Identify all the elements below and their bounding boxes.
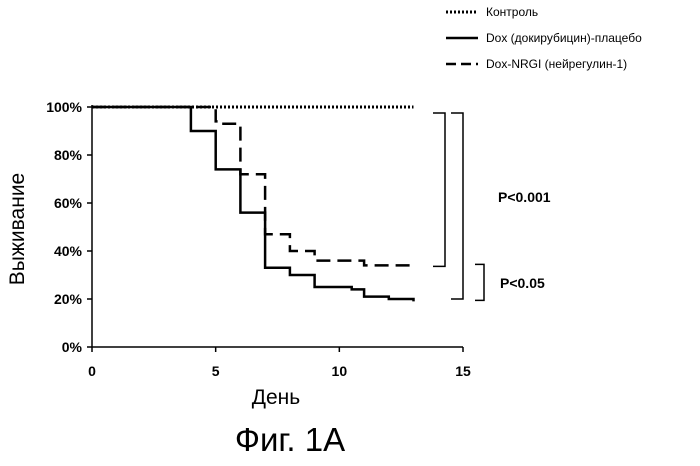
x-axis-title: День (252, 386, 300, 409)
bracket-p005 (475, 264, 484, 300)
series-line-3 (92, 107, 414, 265)
bracket-p001-inner (433, 113, 445, 266)
x-tick-label: 15 (455, 363, 471, 379)
series-layer (92, 107, 414, 301)
x-tick-label: 5 (212, 363, 220, 379)
legend: Контроль Dox (докирубицин)-плацебо Dox-NRG… (446, 5, 642, 71)
y-tick-label: 20% (54, 291, 83, 307)
axes (92, 105, 463, 347)
x-tick-label: 0 (88, 363, 96, 379)
y-tick-label: 60% (54, 195, 83, 211)
ticks: 0% 20% 40% 60% 80% 100% 0 5 10 15 (46, 99, 471, 379)
y-tick-label: 80% (54, 147, 83, 163)
y-tick-label: 40% (54, 243, 83, 259)
legend-label-3: Dox-NRGI (нейрегулин-1) (486, 57, 627, 71)
y-tick-label: 0% (62, 339, 83, 355)
annotation-p001: P<0.001 (498, 189, 551, 205)
y-tick-label: 100% (46, 99, 82, 115)
bracket-p001-outer (451, 113, 463, 299)
legend-label-2: Dox (докирубицин)-плацебо (486, 31, 642, 45)
y-axis-title: Выживание (6, 173, 29, 286)
figure-caption: Фиг. 1А (235, 421, 345, 458)
x-tick-label: 10 (332, 363, 348, 379)
legend-label-1: Контроль (486, 5, 538, 19)
annotation-p005: P<0.05 (500, 275, 545, 291)
annotations: P<0.001 P<0.05 (433, 113, 551, 300)
series-line-2 (92, 107, 414, 301)
